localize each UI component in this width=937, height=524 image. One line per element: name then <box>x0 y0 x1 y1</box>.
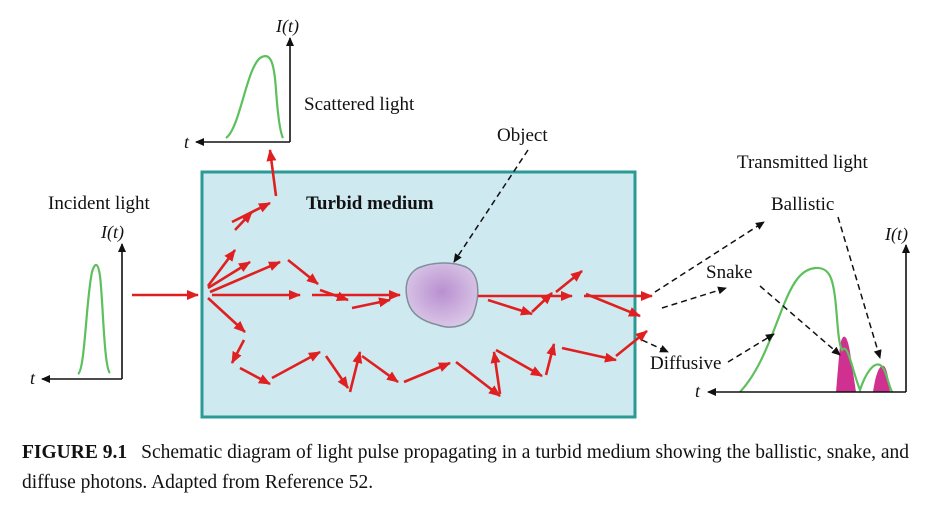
ballistic-exit-arrow <box>654 221 765 293</box>
photon-arrow-14 <box>351 297 391 310</box>
photon-arrow-13 <box>319 288 349 302</box>
light-pulse-diagram: Turbid medium Object I(t) t Incident lig… <box>30 16 910 419</box>
turbid-medium-label: Turbid medium <box>306 193 434 214</box>
photon-arrow-32 <box>615 329 648 358</box>
transmitted-light-label: Transmitted light <box>737 152 868 173</box>
incident-pulse-curve <box>77 263 111 375</box>
incident-axis-time: t <box>30 368 36 388</box>
photon-arrow-26 <box>403 361 451 384</box>
photon-arrow-20 <box>230 339 246 364</box>
photon-arrow-27 <box>455 360 501 398</box>
photon-arrow-18 <box>585 292 641 318</box>
snake-photon-fill <box>836 336 856 392</box>
ballistic-peak-pointer <box>837 216 882 359</box>
photon-arrow-23 <box>324 355 350 389</box>
photon-arrow-16 <box>531 292 553 313</box>
object-label: Object <box>497 125 548 146</box>
diffusive-exit-arrow <box>641 339 669 353</box>
scattered-pulse-curve <box>225 55 285 139</box>
scattered-axis-time: t <box>184 132 190 152</box>
photon-arrow-8 <box>234 211 253 231</box>
scattered-pulse-graph: I(t) t <box>184 16 299 152</box>
caption-figure-id: FIGURE 9.1 <box>22 442 128 463</box>
photon-arrow-12 <box>287 258 319 286</box>
photon-arrow-19 <box>207 297 246 333</box>
scattered-axis-intensity: I(t) <box>275 16 299 37</box>
photon-arrow-10 <box>266 149 278 197</box>
photon-arrow-29 <box>495 348 543 378</box>
transmitted-axis-time: t <box>695 381 701 401</box>
photon-arrow-28 <box>490 351 502 395</box>
transmitted-pulse-graph: I(t) t <box>695 224 910 401</box>
photon-arrow-7 <box>206 249 237 287</box>
photon-arrow-31 <box>561 346 617 363</box>
object-pointer <box>453 149 529 263</box>
diffusive-label: Diffusive <box>650 353 721 374</box>
incident-pulse-graph: I(t) t <box>30 222 126 388</box>
scattered-light-label: Scattered light <box>304 94 415 115</box>
snake-peak-pointer <box>759 285 841 356</box>
photon-arrow-21 <box>239 366 271 386</box>
photon-arrow-25 <box>361 354 399 384</box>
snake-label: Snake <box>706 262 752 283</box>
photon-path-arrows <box>132 149 653 398</box>
transmitted-pulse-curve <box>739 266 894 394</box>
snake-exit-arrow <box>661 286 727 309</box>
caption-text: Schematic diagram of light pulse propaga… <box>22 442 910 493</box>
incident-light-label: Incident light <box>48 193 151 214</box>
photon-arrow-6 <box>207 260 251 290</box>
object-blob <box>405 262 479 328</box>
transmitted-axis-intensity: I(t) <box>884 224 908 245</box>
photon-arrow-17 <box>555 269 583 294</box>
photon-arrow-24 <box>348 351 363 393</box>
diffusive-peak-pointer <box>727 333 775 363</box>
photon-arrow-30 <box>544 343 557 376</box>
photon-arrow-11 <box>209 260 281 294</box>
ballistic-label: Ballistic <box>771 194 834 215</box>
figure-caption: FIGURE 9.1 Schematic diagram of light pul… <box>22 438 922 498</box>
incident-axis-intensity: I(t) <box>100 222 124 243</box>
photon-arrow-15 <box>487 298 533 316</box>
photon-arrow-9 <box>231 201 271 224</box>
photon-arrow-22 <box>271 350 321 380</box>
